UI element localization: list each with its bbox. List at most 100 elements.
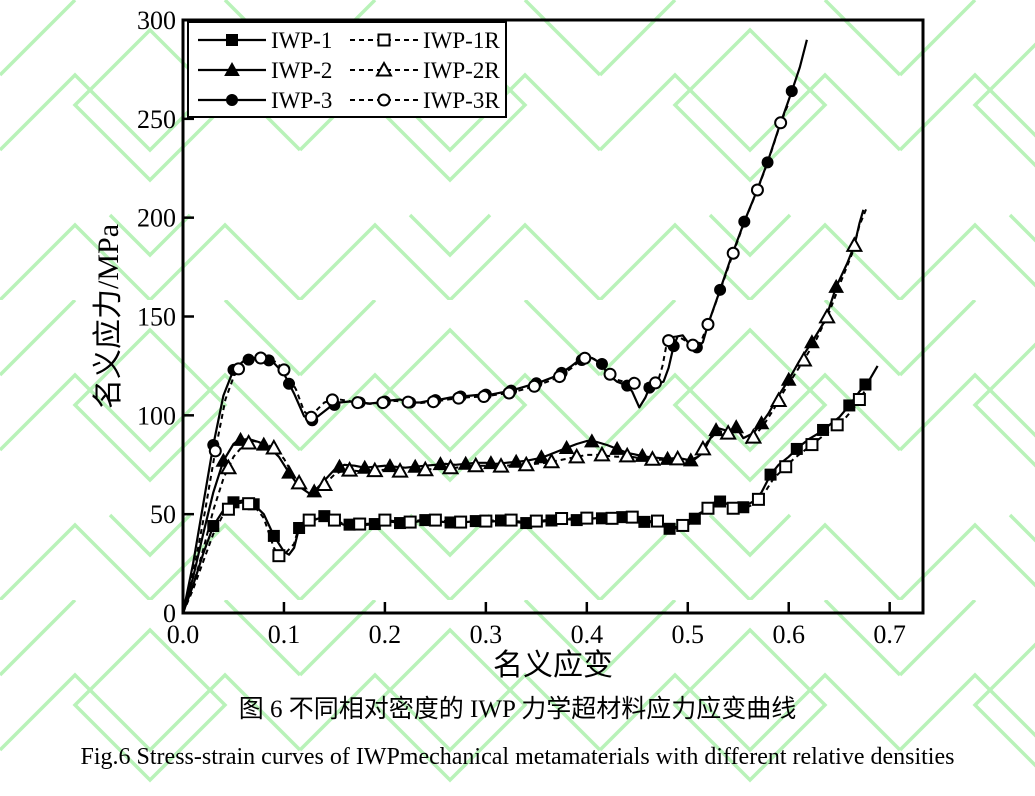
x-tick-label: 0.1 — [268, 620, 301, 649]
IWP-2R-triangle-marker — [694, 439, 712, 456]
IWP-1R-square-marker — [272, 549, 286, 563]
IWP-1-square-marker — [688, 512, 701, 525]
IWP-2R-triangle-marker — [219, 458, 238, 475]
legend-label-IWP-3: IWP-3 — [271, 88, 332, 113]
IWP-3R-circle-marker — [304, 410, 318, 424]
IWP-3-circle-marker — [785, 85, 798, 98]
IWP-1R-square-marker — [504, 513, 518, 527]
IWP-1-square-marker — [267, 529, 280, 542]
IWP-3-circle-marker — [283, 377, 296, 390]
x-tick-label: 0.6 — [772, 620, 805, 649]
IWP-2-triangle-marker — [432, 456, 449, 471]
IWP-3R-circle-marker — [502, 386, 516, 400]
IWP-2R-triangle-marker — [517, 455, 535, 472]
IWP-1R-square-marker — [779, 460, 793, 474]
y-tick-label: 250 — [137, 105, 176, 134]
legend-IWP-1-square-marker — [226, 34, 238, 46]
series-IWP-2R — [182, 205, 869, 614]
IWP-1R-square-marker — [580, 511, 594, 525]
IWP-2R-triangle-marker — [441, 458, 460, 475]
legend-label-IWP-2: IWP-2 — [271, 58, 332, 83]
IWP-1R-square-marker — [751, 492, 765, 506]
IWP-2R-triangle-marker — [668, 449, 687, 466]
IWP-3R-circle-marker — [750, 183, 764, 197]
IWP-3R-circle-marker — [578, 351, 592, 365]
IWP-2R-triangle-marker — [795, 350, 813, 367]
series-IWP-1R-line — [182, 383, 871, 614]
IWP-1R-square-marker — [605, 511, 619, 525]
IWP-1R-square-marker — [529, 514, 543, 528]
IWP-2-triangle-marker — [584, 433, 600, 448]
series-IWP-1R — [182, 383, 871, 614]
IWP-2R-triangle-marker — [719, 424, 737, 440]
IWP-3R-circle-marker — [426, 395, 440, 409]
IWP-2R-triangle-marker — [290, 473, 308, 490]
series-IWP-3R — [182, 102, 790, 614]
caption-english: Fig.6 Stress-strain curves of IWPmechani… — [80, 744, 955, 770]
IWP-2R-triangle-marker — [340, 461, 359, 477]
x-tick-label: 0.0 — [167, 620, 200, 649]
legend: IWP-1 IWP-1R IWP-2 IWP-2R IWP-3 IWP-3R — [187, 21, 507, 118]
x-axis: 0.0 0.1 0.2 0.3 0.4 0.5 0.6 0.7 — [167, 602, 906, 649]
IWP-1R-square-marker — [852, 393, 866, 407]
IWP-2R-triangle-marker — [492, 457, 510, 473]
IWP-1R-square-marker — [830, 418, 844, 432]
IWP-2R-triangle-marker — [568, 447, 586, 464]
y-axis-title: 名义应力/MPa — [92, 224, 125, 409]
legend-IWP-3R-circle-marker — [377, 93, 391, 107]
x-tick-label: 0.7 — [873, 620, 906, 649]
y-tick-label: 200 — [137, 204, 176, 233]
IWP-1R-square-marker — [403, 515, 417, 529]
IWP-2-triangle-marker — [356, 459, 373, 474]
y-tick-label: 50 — [150, 500, 176, 529]
IWP-1R-square-marker — [221, 502, 235, 516]
IWP-1R-square-marker — [428, 513, 442, 527]
IWP-2-triangle-marker — [708, 422, 724, 437]
IWP-1-square-marker — [207, 520, 220, 533]
IWP-1-square-marker — [638, 515, 651, 528]
IWP-3-circle-marker — [242, 353, 255, 366]
IWP-2R-triangle-marker — [265, 438, 283, 455]
IWP-2R-triangle-marker — [818, 307, 836, 324]
IWP-1-square-marker — [817, 423, 830, 436]
IWP-2R-triangle-marker — [744, 428, 763, 444]
x-tick-label: 0.5 — [672, 620, 705, 649]
caption-chinese: 图 6 不同相对密度的 IWP 力学超材料应力应变曲线 — [238, 696, 797, 723]
x-tick-label: 0.3 — [470, 620, 503, 649]
IWP-3R-circle-marker — [452, 391, 466, 405]
IWP-2R-triangle-marker — [467, 456, 485, 473]
IWP-2-triangle-marker — [682, 452, 699, 467]
IWP-1-square-marker — [663, 522, 676, 535]
IWP-3R-circle-marker — [686, 338, 700, 352]
IWP-2-triangle-marker — [728, 419, 745, 434]
IWP-2R-triangle-marker — [769, 391, 788, 408]
IWP-2R-triangle-marker — [315, 475, 334, 492]
IWP-3-circle-marker — [595, 357, 608, 370]
IWP-2R-triangle-marker — [366, 461, 384, 478]
IWP-2-triangle-marker — [382, 458, 398, 473]
IWP-1R-square-marker — [726, 501, 740, 515]
IWP-3R-circle-marker — [527, 379, 541, 393]
IWP-3R-circle-marker — [553, 370, 567, 384]
IWP-2R-triangle-marker — [416, 460, 434, 477]
IWP-1-square-marker — [714, 495, 727, 508]
IWP-1R-square-marker — [327, 513, 341, 527]
IWP-3-circle-marker — [714, 283, 727, 296]
IWP-1-square-marker — [790, 442, 803, 455]
IWP-2-triangle-marker — [407, 458, 424, 473]
IWP-1R-square-marker — [555, 512, 569, 526]
legend-label-IWP-1R: IWP-1R — [423, 28, 500, 53]
IWP-2-triangle-marker — [558, 439, 575, 454]
IWP-3R-circle-marker — [627, 376, 641, 390]
IWP-2R-triangle-marker — [618, 446, 636, 463]
IWP-1R-square-marker — [242, 497, 256, 511]
IWP-3R-circle-marker — [477, 390, 491, 404]
IWP-3R-circle-marker — [701, 317, 715, 331]
legend-IWP-2R-triangle-marker — [375, 60, 393, 77]
IWP-3R-circle-marker — [648, 376, 662, 390]
x-tick-label: 0.2 — [369, 620, 402, 649]
IWP-1R-square-marker — [378, 513, 392, 527]
IWP-1R-square-marker — [454, 515, 468, 529]
IWP-2R-triangle-marker — [542, 452, 561, 469]
